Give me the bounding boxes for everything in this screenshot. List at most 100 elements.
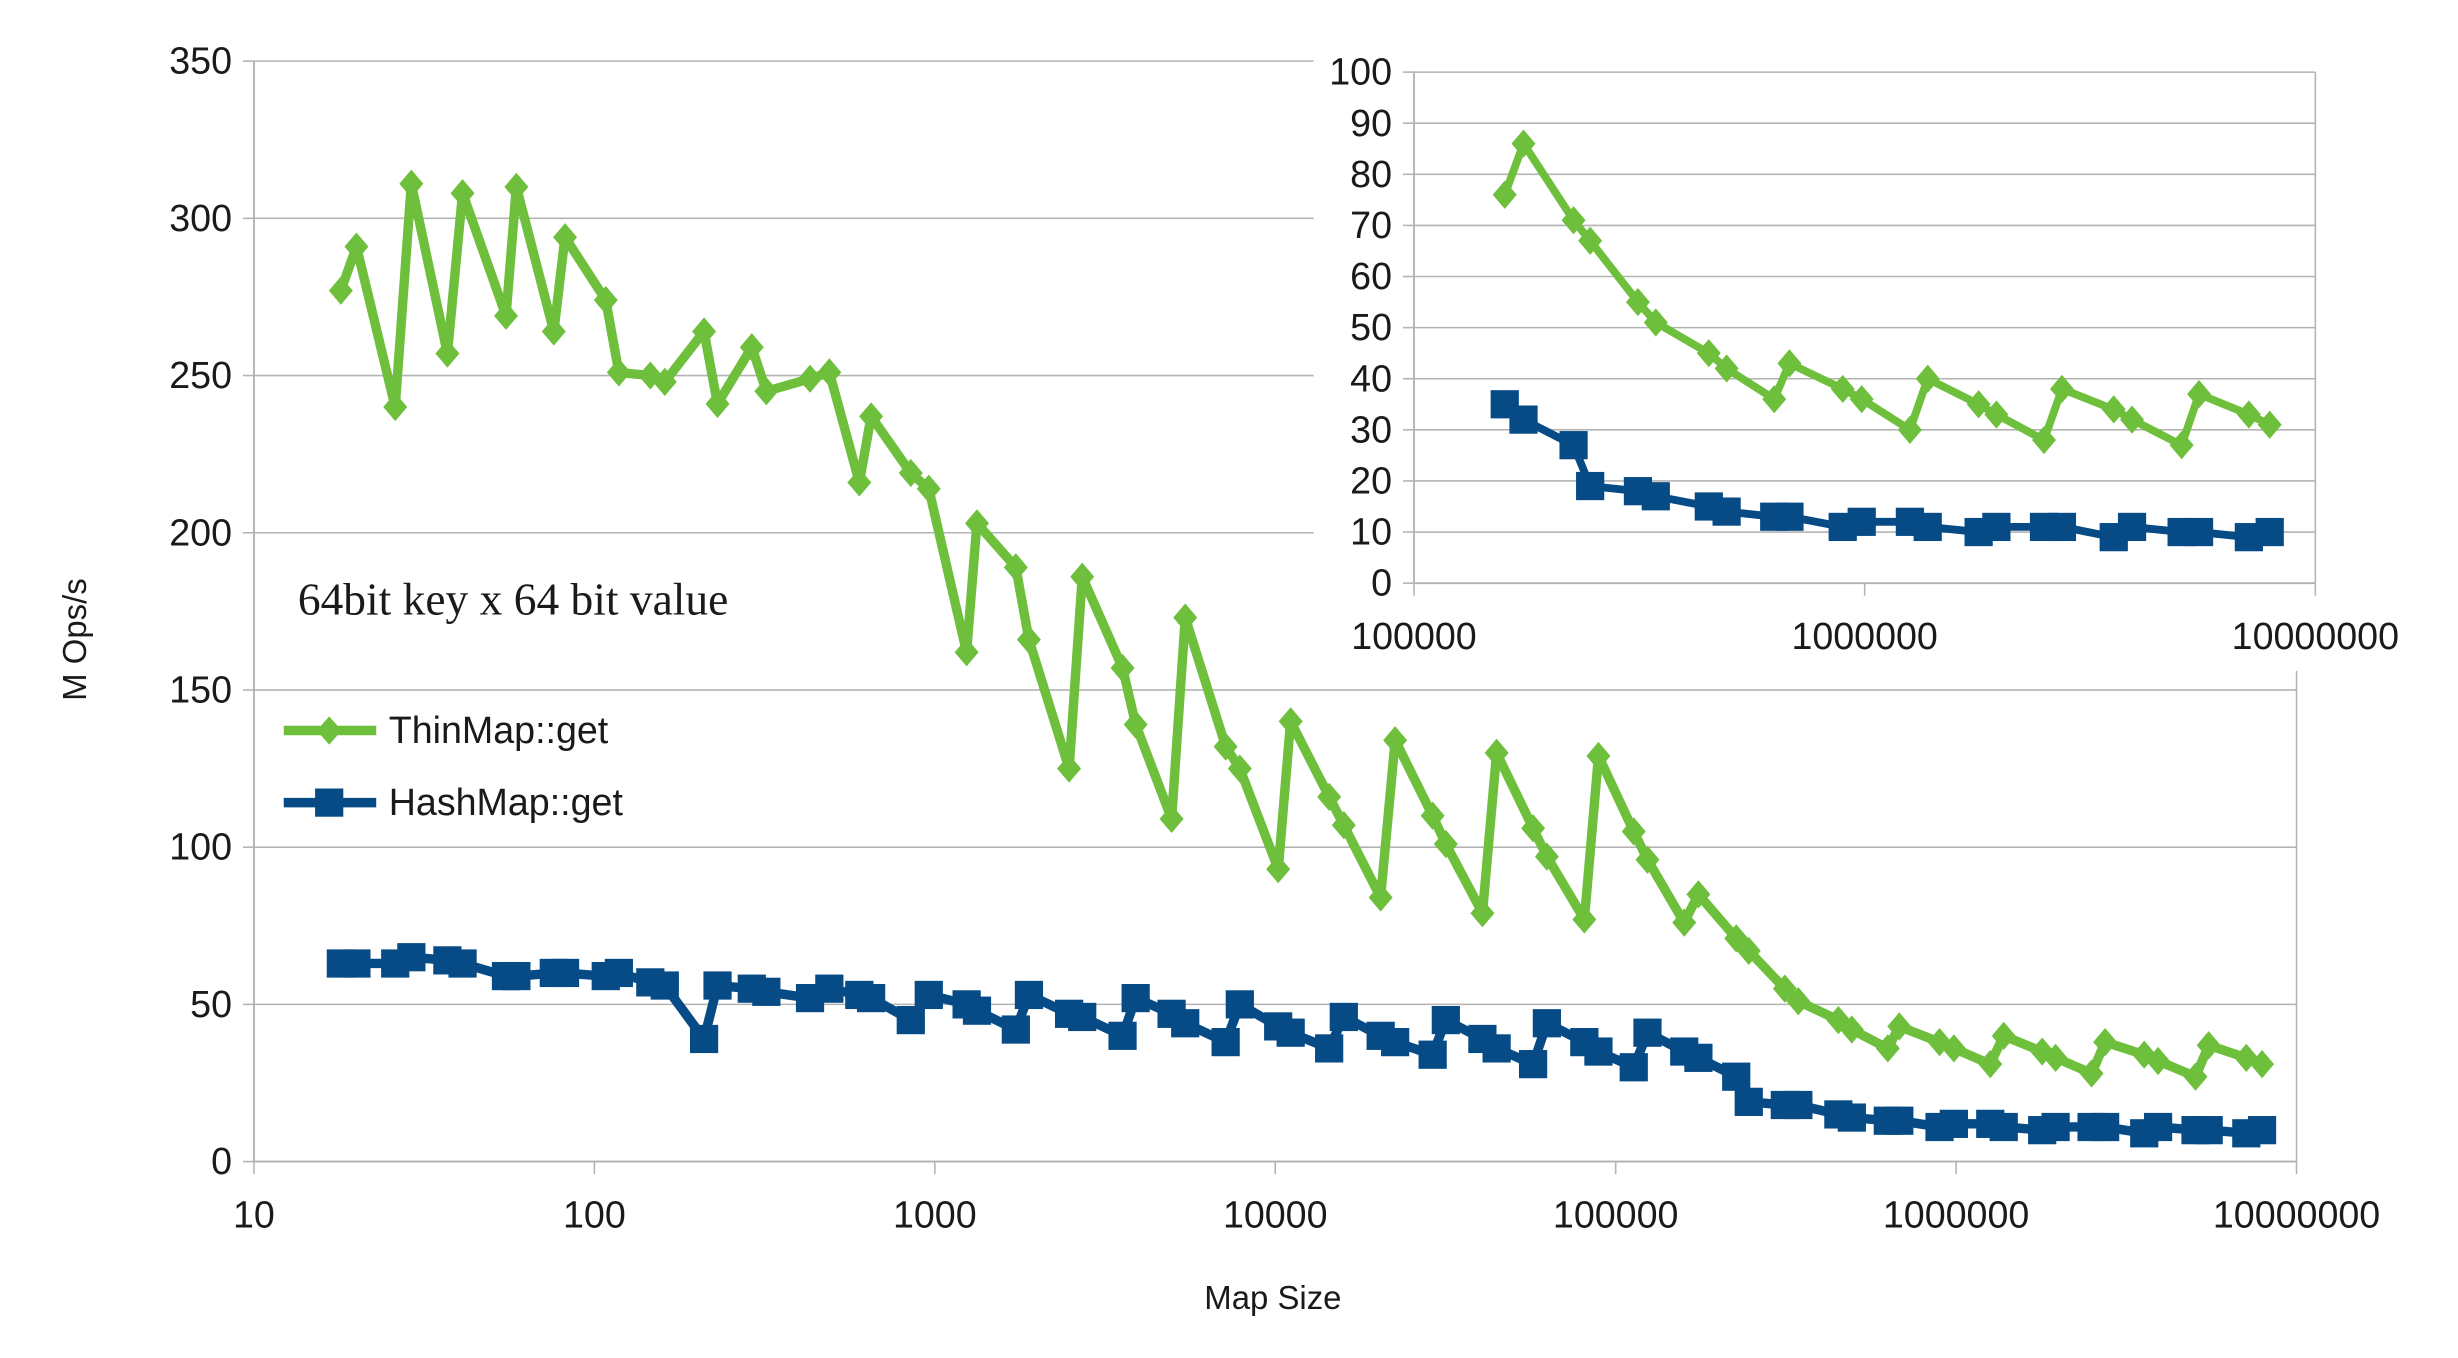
main-y-tick-label-5: 250 [169,354,232,396]
main-y-tick-label-3: 150 [169,669,232,711]
inset-point-green-series-5 [1643,308,1668,337]
main-point-thinmap-get-67 [2043,1043,2068,1072]
main-point-thinmap-get-14 [692,317,717,346]
main-point-thinmap-get-57 [1786,987,1811,1016]
legend-label-hashmap-get: HashMap::get [389,781,624,823]
inset-point-green-series-9 [1777,349,1802,378]
main-y-tick-label-6: 300 [169,197,232,239]
main-point-thinmap-get-60 [1875,1034,1900,1063]
main-point-hashmap-get-59 [1837,1103,1866,1132]
inset-point-blue-series-5 [1641,482,1670,511]
legend-marker-hashmap-get [315,788,344,817]
main-point-hashmap-get-42 [1418,1040,1447,1069]
main-point-hashmap-get-63 [1939,1109,1968,1138]
main-point-thinmap-get-32 [1159,804,1184,833]
main-point-hashmap-get-47 [1532,1009,1562,1038]
main-point-thinmap-get-47 [1534,842,1559,871]
inset-x-tick-label-2: 10000000 [2232,615,2399,657]
main-x-tick-label-4: 100000 [1553,1193,1679,1235]
main-point-thinmap-get-16 [739,333,764,362]
main-point-thinmap-get-75 [2250,1050,2275,1079]
inset-y-tick-label-0: 0 [1371,562,1392,604]
main-point-hashmap-get-38 [1315,1034,1344,1063]
main-y-tick-label-0: 0 [211,1140,232,1182]
inset-point-green-series-16 [2032,425,2056,455]
main-point-hashmap-get-55 [1734,1087,1763,1116]
main-point-hashmap-get-54 [1722,1062,1751,1091]
main-point-thinmap-get-71 [2146,1046,2171,1076]
main-point-hashmap-get-46 [1518,1050,1548,1079]
main-point-hashmap-get-57 [1784,1090,1813,1120]
main-point-thinmap-get-21 [859,402,884,431]
main-point-thinmap-get-46 [1521,814,1546,843]
annotation-text: 64bit key x 64 bit value [298,573,728,624]
main-point-thinmap-get-6 [494,301,518,330]
main-point-hashmap-get-29 [1068,1002,1097,1032]
inset-point-blue-series-15 [1982,512,2011,542]
main-point-hashmap-get-22 [896,1005,925,1035]
main-x-tick-label-3: 10000 [1223,1193,1328,1235]
inset-axes: 0 10 20 30 40 50 60 70 80 90 100 100000 1000000 10000… [1329,51,2399,657]
x-axis-title: Map Size [1204,1279,1341,1316]
main-point-hashmap-get-51 [1633,1018,1662,1047]
main-point-hashmap-get-50 [1619,1053,1648,1082]
inset-point-blue-series-3 [1576,471,1605,501]
legend-label-thinmap-get: ThinMap::get [389,709,609,751]
main-point-hashmap-get-9 [550,958,580,988]
main-point-hashmap-get-71 [2143,1112,2173,1142]
main-point-thinmap-get-51 [1635,845,1660,874]
inset-y-tick-label-5: 50 [1350,306,1392,348]
main-point-thinmap-get-44 [1470,899,1495,928]
main-point-hashmap-get-31 [1121,983,1150,1013]
main-point-hashmap-get-39 [1329,1002,1358,1032]
main-point-hashmap-get-34 [1211,1028,1240,1057]
main-point-thinmap-get-9 [553,223,578,252]
inset-background [1313,0,2458,671]
main-point-hashmap-get-37 [1276,1018,1305,1047]
main-point-hashmap-get-14 [689,1024,719,1054]
main-point-hashmap-get-1 [342,949,371,978]
main-series-hashmap-get [326,943,2277,1148]
inset-point-blue-series-1 [1509,405,1538,434]
main-point-hashmap-get-25 [962,996,992,1025]
main-point-thinmap-get-24 [954,638,979,667]
main-point-thinmap-get-10 [593,285,618,315]
main-point-thinmap-get-48 [1572,905,1597,934]
inset-y-tick-label-3: 30 [1350,408,1392,450]
main-point-thinmap-get-73 [2196,1031,2221,1060]
main-point-thinmap-get-4 [435,339,460,368]
main-point-hashmap-get-3 [397,943,426,972]
inset-point-blue-series-2 [1559,431,1588,460]
main-point-hashmap-get-11 [604,958,633,988]
main-point-hashmap-get-67 [2041,1112,2070,1142]
main-point-thinmap-get-33 [1173,603,1198,632]
main-point-thinmap-get-59 [1839,1015,1864,1044]
main-point-thinmap-get-17 [754,377,779,406]
main-point-thinmap-get-68 [2079,1059,2104,1088]
main-point-hashmap-get-75 [2247,1116,2277,1145]
inset-point-blue-series-9 [1775,502,1804,531]
main-point-thinmap-get-7 [504,172,529,202]
inset-point-green-series-23 [2257,410,2282,439]
main-point-thinmap-get-18 [798,364,823,393]
main-point-hashmap-get-21 [857,983,886,1013]
main-point-hashmap-get-17 [752,977,781,1006]
main-point-hashmap-get-35 [1225,990,1254,1019]
main-point-hashmap-get-45 [1482,1034,1511,1063]
main-point-thinmap-get-13 [652,367,677,396]
inset-series-blue-series [1490,390,2284,552]
main-point-hashmap-get-49 [1584,1037,1613,1066]
inset-point-green-series-7 [1714,354,1739,383]
main-point-thinmap-get-11 [606,358,631,387]
inset-point-green-series-4 [1625,287,1650,317]
inset-point-green-series-13 [1915,364,1940,393]
main-point-thinmap-get-26 [1003,553,1028,582]
main-point-thinmap-get-1 [344,232,369,261]
inset-y-tick-label-10: 100 [1329,51,1392,93]
main-point-thinmap-get-28 [1057,754,1082,783]
main-point-thinmap-get-5 [450,179,475,208]
inset-point-green-series-1 [1511,129,1536,158]
inset-point-green-series-6 [1696,339,1721,368]
